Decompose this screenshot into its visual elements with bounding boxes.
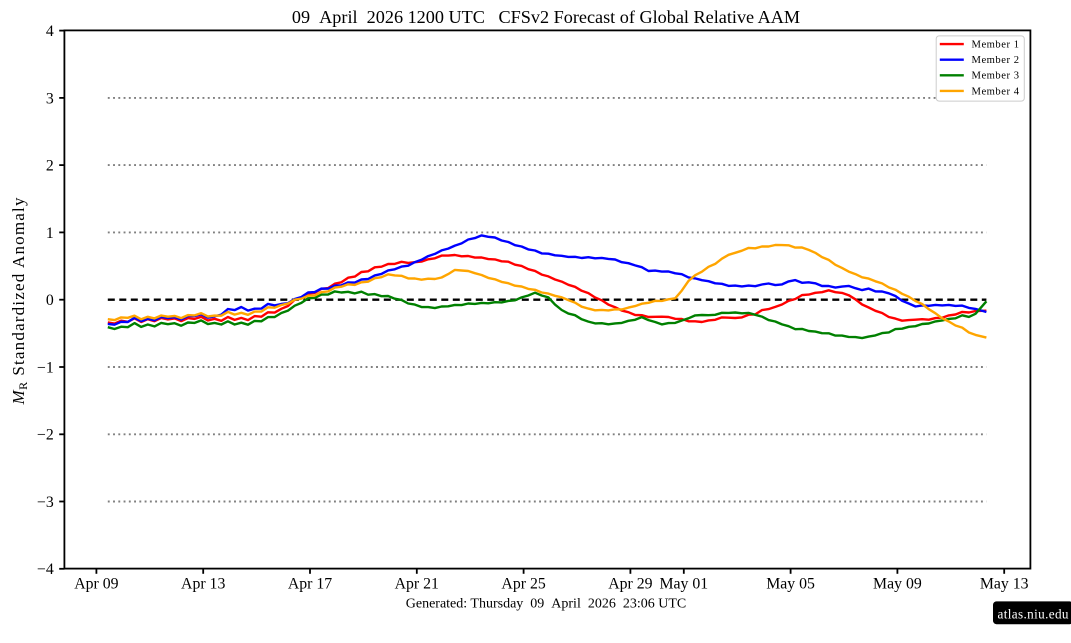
svg-text:R: R (16, 382, 30, 390)
svg-text:May 13: May 13 (980, 576, 1029, 593)
svg-text:Member 3: Member 3 (972, 71, 1020, 82)
svg-text:Generated: Thursday 09 April: Generated: Thursday 09 April 2026 23:06 … (406, 597, 686, 612)
svg-text:May 05: May 05 (766, 576, 815, 593)
svg-text:0: 0 (46, 292, 54, 309)
svg-text:Apr 29: Apr 29 (608, 576, 652, 593)
svg-text:Apr 21: Apr 21 (395, 576, 439, 593)
svg-text:Member 2: Member 2 (972, 55, 1020, 66)
svg-text:2: 2 (46, 158, 54, 175)
svg-text:−2: −2 (37, 427, 54, 444)
svg-text:Apr 13: Apr 13 (181, 576, 225, 593)
svg-text:Apr 25: Apr 25 (501, 576, 545, 593)
svg-text:−1: −1 (37, 359, 54, 376)
svg-text:09 April 2026 1200 UTC CFS: 09 April 2026 1200 UTC CFSv2 Forecast of… (292, 7, 800, 27)
svg-text:Member 4: Member 4 (972, 86, 1020, 97)
svg-text:atlas.niu.edu: atlas.niu.edu (998, 607, 1069, 622)
svg-text:Standardized Anomaly: Standardized Anomaly (9, 196, 28, 381)
svg-text:M: M (9, 390, 28, 406)
svg-text:3: 3 (46, 90, 54, 107)
svg-text:4: 4 (46, 23, 54, 40)
svg-text:1: 1 (46, 225, 54, 242)
svg-text:−3: −3 (37, 494, 54, 511)
svg-text:May 09: May 09 (873, 576, 922, 593)
svg-text:Apr 17: Apr 17 (288, 576, 332, 593)
svg-text:−4: −4 (37, 561, 54, 578)
svg-text:Apr 09: Apr 09 (74, 576, 118, 593)
svg-text:May 01: May 01 (659, 576, 708, 593)
svg-text:Member 1: Member 1 (972, 40, 1020, 51)
